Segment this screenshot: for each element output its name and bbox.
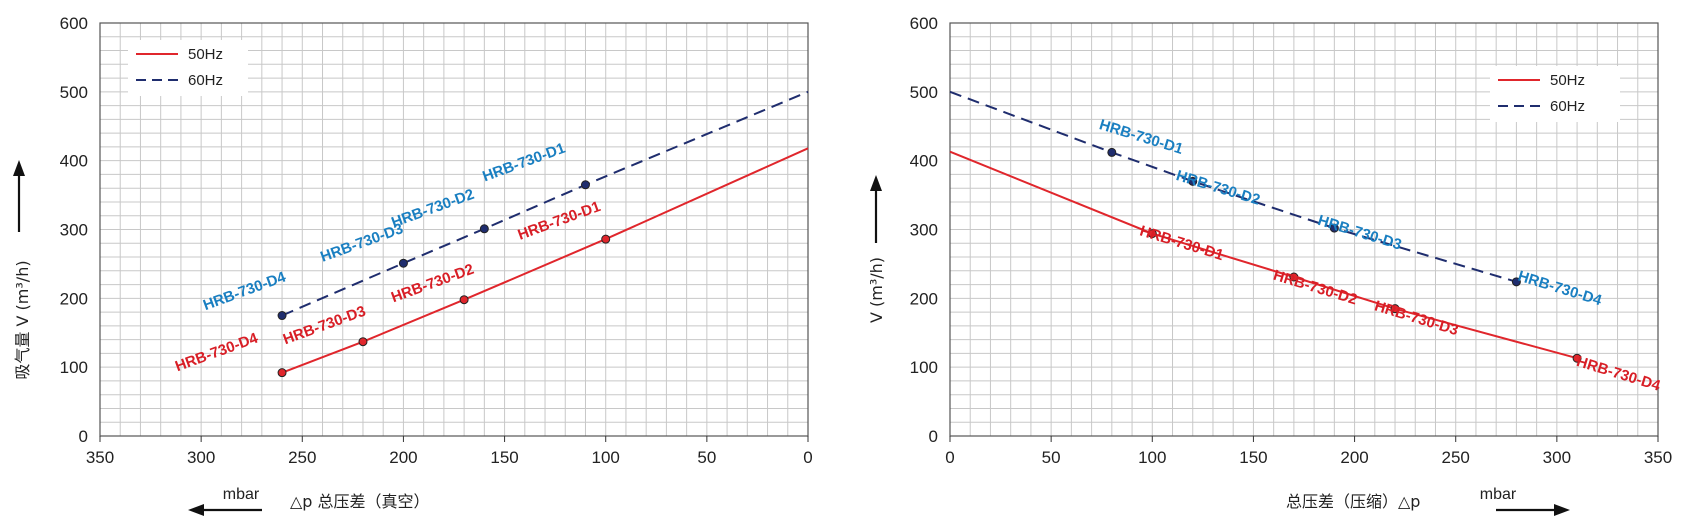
x-axis-arrow-head <box>188 504 204 516</box>
x-tick-label: 150 <box>1239 448 1267 467</box>
y-axis-arrow-head <box>13 160 25 176</box>
data-point <box>601 234 611 244</box>
legend-entry: 60Hz <box>188 72 223 89</box>
series-line <box>949 150 1578 360</box>
data-point <box>1572 353 1582 363</box>
y-tick-label: 0 <box>79 427 88 446</box>
y-tick-label: 400 <box>60 152 88 171</box>
plot-frame <box>99 22 809 437</box>
grid <box>99 22 809 437</box>
x-tick-label: 50 <box>697 448 716 467</box>
y-tick-label: 300 <box>60 221 88 240</box>
data-point <box>1107 147 1117 157</box>
data-point <box>580 180 590 190</box>
x-tick-label: 350 <box>86 448 114 467</box>
x-tick-label: 150 <box>490 448 518 467</box>
data-point-label: HRB-730-D1 <box>516 198 603 244</box>
x-axis-arrow-head <box>1554 504 1570 516</box>
x-axis-label: △p 总压差（真空） <box>290 492 430 511</box>
y-tick-label: 500 <box>910 83 938 102</box>
x-tick-label: 0 <box>803 448 812 467</box>
data-point <box>1147 229 1157 239</box>
data-point <box>1289 272 1299 282</box>
data-point <box>1329 223 1339 233</box>
y-axis-arrow-head <box>870 175 882 191</box>
data-point-label: HRB-730-D4 <box>173 329 261 375</box>
y-tick-label: 300 <box>910 221 938 240</box>
x-tick-label: 100 <box>592 448 620 467</box>
data-point <box>277 311 287 321</box>
pressure-chart: 0 50 100 150 200 250 300 350 0 100 200 300 400 500 600… <box>867 14 1672 516</box>
x-tick-label: 250 <box>1442 448 1470 467</box>
data-point-label: HRB-730-D4 <box>1574 353 1663 395</box>
y-tick-label: 200 <box>60 289 88 308</box>
x-tick-label: 50 <box>1042 448 1061 467</box>
y-tick-label: 400 <box>910 152 938 171</box>
data-point-label: HRB-730-D3 <box>1372 298 1460 340</box>
x-axis-unit: mbar <box>223 486 260 503</box>
data-point <box>358 337 368 347</box>
y-tick-label: 600 <box>60 14 88 33</box>
x-tick-label: 250 <box>288 448 316 467</box>
legend: 50Hz 60Hz <box>128 40 248 96</box>
data-point <box>459 295 469 305</box>
data-point-label: HRB-730-D3 <box>1316 212 1404 254</box>
legend-entry: 50Hz <box>188 46 223 63</box>
data-point-label: HRB-730-D4 <box>1516 268 1605 310</box>
legend-box <box>1490 66 1620 122</box>
x-axis-label: 总压差（压缩）△p <box>1286 492 1420 511</box>
x-tick-label: 200 <box>1340 448 1368 467</box>
legend-box <box>128 40 248 96</box>
legend-entry: 50Hz <box>1550 72 1585 89</box>
data-point <box>1390 304 1400 314</box>
x-tick-label: 0 <box>945 448 954 467</box>
data-point <box>277 368 287 378</box>
x-tick-label: 350 <box>1644 448 1672 467</box>
data-point <box>1188 176 1198 186</box>
y-tick-label: 600 <box>910 14 938 33</box>
x-tick-label: 200 <box>389 448 417 467</box>
data-point-label: HRB-730-D2 <box>389 186 476 232</box>
legend: 50Hz 60Hz <box>1490 66 1620 122</box>
y-tick-label: 100 <box>910 358 938 377</box>
y-tick-label: 100 <box>60 358 88 377</box>
y-tick-label: 500 <box>60 83 88 102</box>
x-tick-label: 300 <box>187 448 215 467</box>
y-tick-label: 0 <box>929 427 938 446</box>
y-tick-label: 200 <box>910 289 938 308</box>
data-point <box>479 224 489 234</box>
data-point <box>1511 277 1521 287</box>
data-point-label: HRB-730-D4 <box>201 268 289 314</box>
legend-entry: 60Hz <box>1550 98 1585 115</box>
x-tick-label: 300 <box>1543 448 1571 467</box>
data-point-label: HRB-730-D2 <box>1271 267 1359 309</box>
plot-frame <box>949 22 1659 437</box>
vacuum-chart: 350 300 250 200 150 100 50 00100200300400500600… <box>13 14 813 516</box>
data-point <box>398 258 408 268</box>
y-axis-label: 吸气量 V (m³/h) <box>13 260 32 379</box>
x-tick-label: 100 <box>1138 448 1166 467</box>
x-axis-unit: mbar <box>1480 486 1517 503</box>
y-axis-label: V (m³/h) <box>867 257 886 323</box>
